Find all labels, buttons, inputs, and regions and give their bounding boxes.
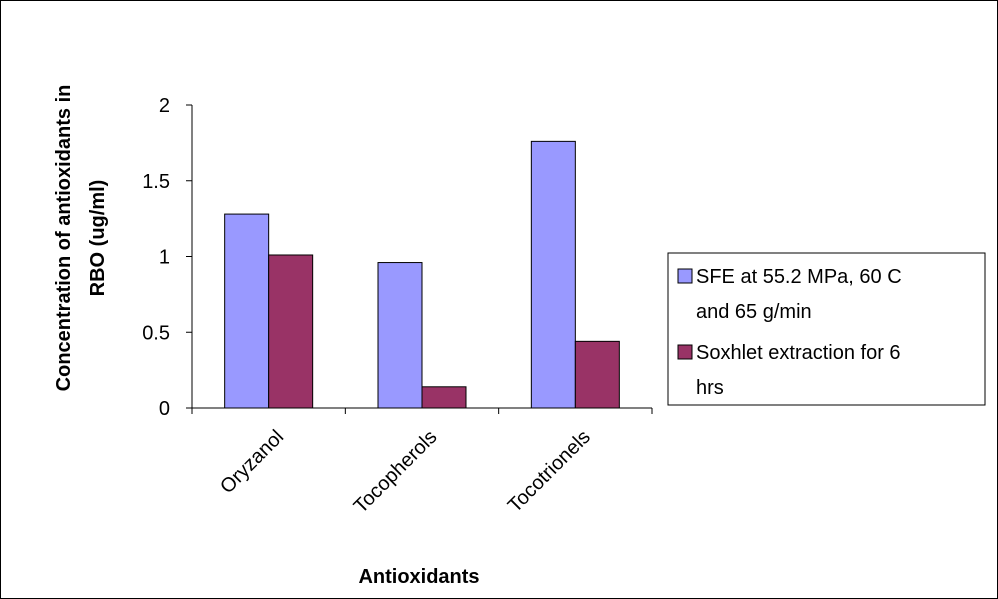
bar-series-1-tocopherols	[377, 262, 423, 409]
y-tick-label: 1.5	[142, 171, 170, 193]
legend-label-series-1-line-1: SFE at 55.2 MPa, 60 C	[696, 266, 902, 288]
bar-series-2-oryzanol	[268, 254, 314, 409]
bar-series-2-tocopherols	[421, 386, 467, 409]
x-axis-title: Antioxidants	[358, 566, 479, 588]
y-axis-title-line-2: RBO (ug/ml)	[87, 180, 109, 297]
bar-series-1-tocotrionels	[530, 140, 576, 409]
legend-label-series-2-line-1: Soxhlet extraction for 6	[696, 342, 901, 364]
bar-series-1-oryzanol	[224, 213, 270, 409]
plot-area: 0 0.5 1 1.5 2 Oryzanol Tocopherols Tocotrionels	[142, 95, 653, 518]
x-tick-label: Tocotrionels	[504, 426, 595, 517]
x-tick-label: Tocopherols	[350, 426, 442, 518]
y-tick-label: 0	[159, 398, 170, 420]
legend-label-series-2-line-2: hrs	[696, 377, 724, 399]
y-axis-title-line-1: Concentration of antioxidants in	[53, 85, 75, 392]
bar-series-2-tocotrionels	[574, 340, 620, 409]
y-tick-label: 0.5	[142, 322, 170, 344]
y-tick-label: 1	[159, 247, 170, 269]
x-tick-label: Oryzanol	[216, 426, 288, 498]
legend: SFE at 55.2 MPa, 60 C and 65 g/min Soxhl…	[667, 252, 986, 406]
y-tick-label: 2	[159, 95, 170, 117]
legend-label-series-1-line-2: and 65 g/min	[696, 301, 812, 323]
legend-swatch-series-2	[677, 344, 693, 360]
legend-box	[667, 252, 986, 406]
legend-swatch-series-1	[677, 268, 693, 284]
